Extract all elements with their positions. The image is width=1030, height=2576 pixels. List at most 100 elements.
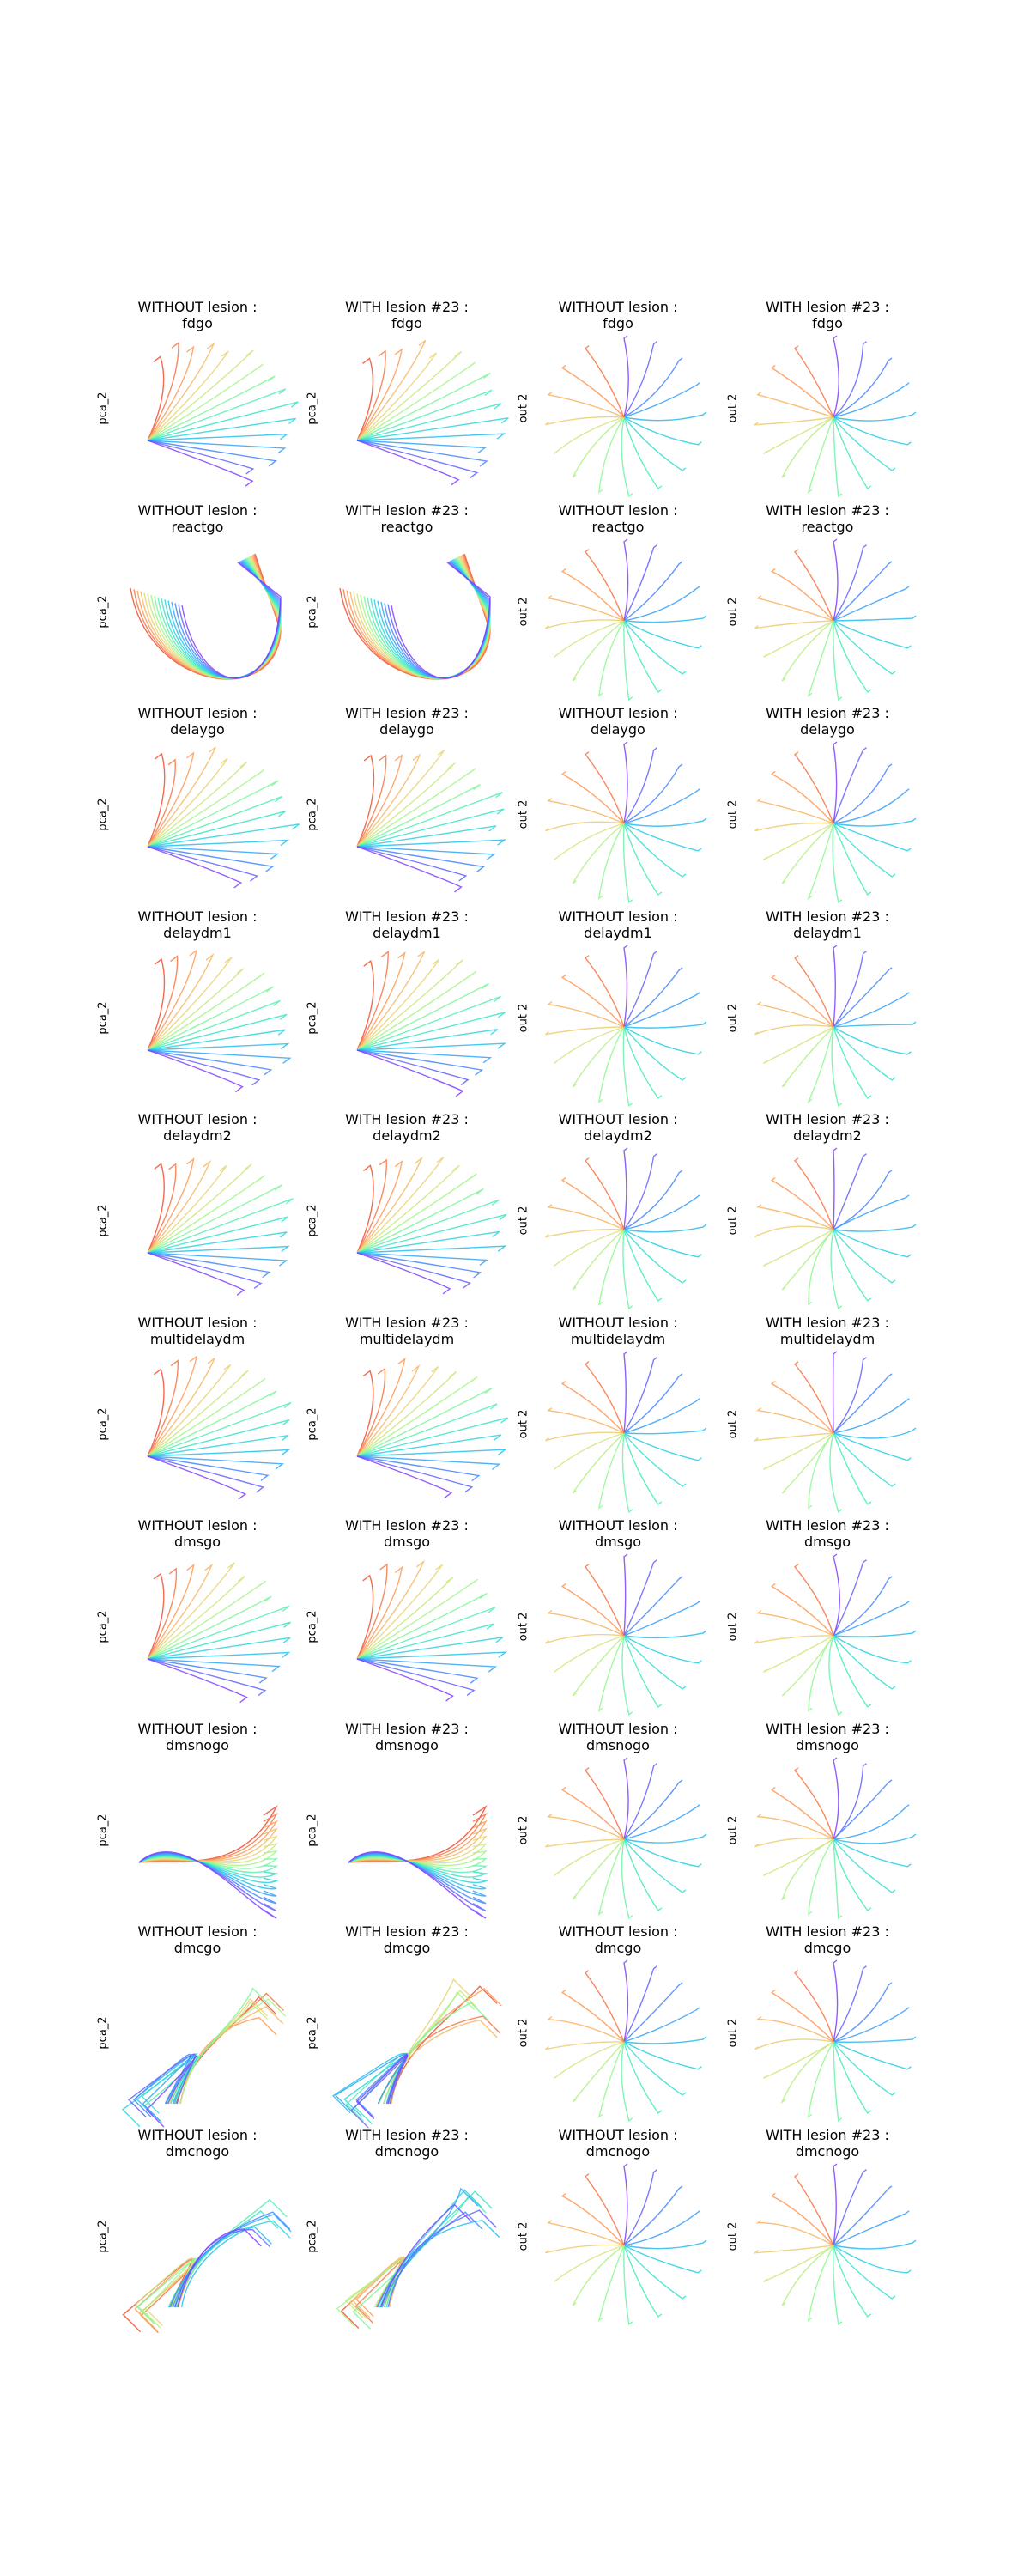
trajectory-line: [356, 1578, 478, 1660]
trajectory-line: [174, 1987, 271, 2105]
trajectory-line: [623, 1153, 657, 1230]
title-task: fdgo: [812, 315, 843, 331]
y-axis-label: out 2: [517, 1206, 530, 1236]
trajectory-line: [623, 823, 687, 878]
trajectory-plot: [147, 948, 292, 1092]
trajectory-line: [356, 950, 389, 1050]
trajectory-line: [623, 1965, 657, 2043]
trajectory-line: [147, 972, 265, 1051]
title-prefix: WITH lesion #23 :: [345, 2126, 469, 2143]
trajectory-line: [623, 615, 707, 623]
trajectory-line: [623, 2244, 702, 2274]
trajectory-line: [623, 1432, 687, 1487]
trajectory-line: [383, 2002, 489, 2105]
trajectory-line: [356, 762, 456, 848]
trajectory-line: [623, 1576, 683, 1637]
trajectory-line: [356, 440, 479, 479]
trajectory-line: [356, 1559, 426, 1660]
trajectory-line: [553, 1635, 625, 1673]
title-task: delaygo: [591, 721, 645, 738]
subplot-delaydm1-col4: WITH lesion #23 : delaydm1 out 2: [724, 908, 930, 1111]
y-axis-label: pca_2: [96, 798, 110, 831]
title-task: dmcnogo: [795, 2142, 860, 2160]
trajectory-line: [560, 1989, 625, 2043]
trajectory-line: [356, 1048, 464, 1097]
trajectory-line: [770, 1176, 834, 1230]
trajectory-line: [544, 416, 625, 426]
title-task: reactgo: [801, 518, 854, 535]
trajectory-line: [621, 416, 633, 497]
trajectory-line: [356, 1658, 498, 1673]
title-task: multidelaydm: [570, 1330, 666, 1347]
trajectory-line: [147, 1198, 294, 1254]
trajectory-line: [572, 823, 625, 884]
trajectory-line: [754, 1635, 834, 1644]
title-task: dmcnogo: [585, 2142, 651, 2160]
trajectory-line: [356, 1158, 387, 1254]
trajectory-line: [623, 1427, 707, 1434]
trajectory-line: [147, 1637, 291, 1660]
trajectory-line: [560, 1176, 625, 1230]
trajectory-line: [833, 1601, 910, 1637]
trajectory-line: [762, 2041, 834, 2080]
subplot-delaydm1-col1: WITHOUT lesion : delaydm1 pca_2: [94, 908, 300, 1111]
trajectory-line: [833, 416, 843, 498]
trajectory-plot: [336, 2187, 500, 2330]
trajectory-line: [348, 1856, 488, 1869]
trajectory-line: [553, 2244, 625, 2282]
trajectory-line: [807, 620, 834, 697]
subplot-dmsgo-col1: WITHOUT lesion : dmsgo pca_2: [94, 1517, 300, 1720]
trajectory-line: [597, 823, 625, 900]
trajectory-line: [781, 1026, 834, 1088]
trajectory-line: [147, 1575, 245, 1660]
trajectory-line: [623, 1021, 707, 1029]
trajectory-line: [355, 2054, 409, 2120]
trajectory-line: [833, 1194, 910, 1230]
trajectory-line: [147, 1252, 288, 1267]
trajectory-line: [147, 1564, 195, 1660]
subplot-reactgo-col4: WITH lesion #23 : reactgo out 2: [724, 502, 930, 705]
trajectory-line: [833, 2041, 872, 2114]
trajectory-line: [356, 1455, 501, 1470]
trajectory-line: [833, 817, 917, 827]
trajectory-line: [623, 1756, 629, 1839]
trajectory-line: [147, 757, 228, 848]
subplot-fdgo-col1: WITHOUT lesion : fdgo pca_2: [94, 299, 300, 501]
trajectory-line: [807, 2041, 834, 2118]
trajectory-line: [833, 1147, 838, 1230]
trajectory-line: [623, 1224, 707, 1233]
trajectory-line: [833, 620, 896, 675]
title-prefix: WITHOUT lesion :: [558, 299, 678, 315]
trajectory-line: [623, 1833, 707, 1844]
trajectory-line: [833, 1427, 917, 1439]
subplot-title: WITH lesion #23 : delaydm1: [304, 908, 510, 941]
trajectory-line: [794, 1360, 834, 1433]
title-prefix: WITH lesion #23 :: [345, 705, 469, 721]
trajectory-line: [833, 1224, 917, 1232]
trajectory-line: [147, 952, 215, 1050]
trajectory-line: [356, 808, 505, 848]
trajectory-line: [356, 1213, 507, 1254]
trajectory-line: [833, 1431, 912, 1461]
trajectory-line: [147, 1605, 290, 1660]
trajectory-line: [356, 783, 481, 848]
trajectory-line: [755, 2219, 834, 2246]
trajectory-line: [830, 1229, 843, 1309]
trajectory-plot: [754, 1553, 917, 1716]
y-axis-label: pca_2: [306, 2016, 319, 2050]
trajectory-plot: [544, 1959, 707, 2122]
trajectory-line: [585, 1157, 625, 1230]
subplot-delaydm2-col2: WITH lesion #23 : delaydm2 pca_2: [304, 1111, 510, 1314]
trajectory-line: [356, 1230, 500, 1254]
trajectory-line: [356, 970, 477, 1051]
trajectory-line: [147, 1651, 291, 1660]
title-task: delaydm1: [163, 924, 232, 941]
trajectory-plot: [544, 335, 707, 497]
trajectory-line: [147, 1455, 265, 1493]
trajectory-line: [832, 823, 843, 904]
trajectory-line: [833, 991, 910, 1028]
y-axis-label: pca_2: [96, 1000, 110, 1035]
trajectory-line: [770, 974, 834, 1027]
trajectory-line: [128, 2053, 196, 2117]
y-axis-label: pca_2: [306, 798, 319, 831]
